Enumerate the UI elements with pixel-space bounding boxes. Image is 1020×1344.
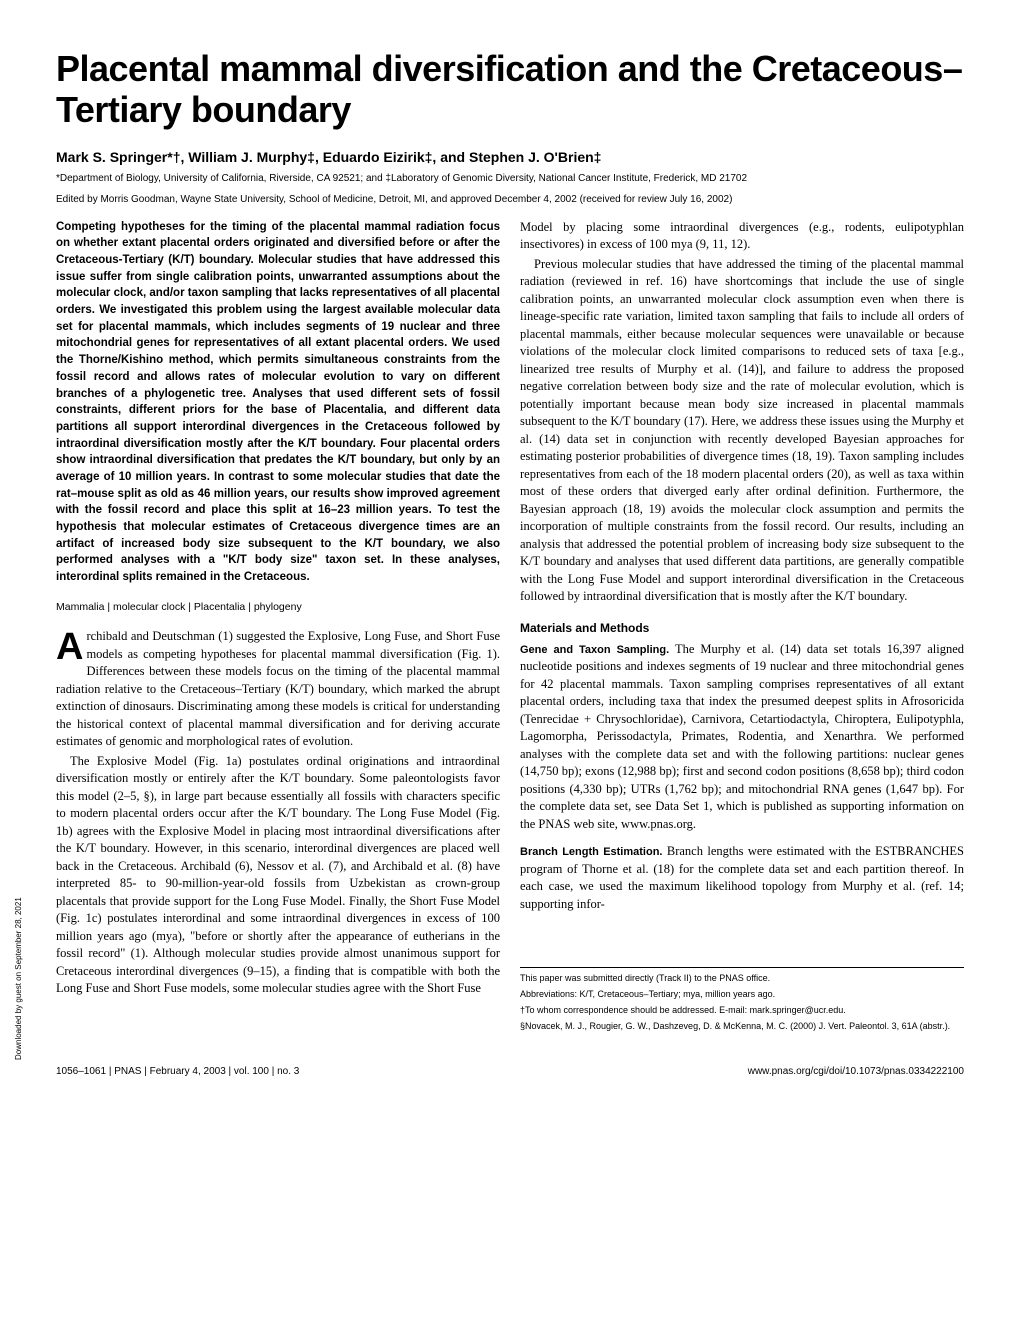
methods-sub1-heading: Gene and Taxon Sampling.	[520, 644, 669, 656]
methods-gene-taxon: Gene and Taxon Sampling. The Murphy et a…	[520, 641, 964, 834]
dropcap-letter: A	[56, 631, 83, 663]
col2-para-1: Model by placing some intraordinal diver…	[520, 219, 964, 254]
paper-title: Placental mammal diversification and the…	[56, 48, 964, 131]
intro-para-1-text: rchibald and Deutschman (1) suggested th…	[56, 629, 500, 748]
methods-sub1-text: The Murphy et al. (14) data set totals 1…	[520, 642, 964, 831]
footnote-4: §Novacek, M. J., Rougier, G. W., Dashzev…	[520, 1020, 964, 1033]
edited-by-line: Edited by Morris Goodman, Wayne State Un…	[56, 194, 964, 205]
methods-branch-length: Branch Length Estimation. Branch lengths…	[520, 843, 964, 913]
authors-line: Mark S. Springer*†, William J. Murphy‡, …	[56, 149, 964, 165]
footnote-2: Abbreviations: K/T, Cretaceous–Tertiary;…	[520, 988, 964, 1001]
intro-para-1: Archibald and Deutschman (1) suggested t…	[56, 628, 500, 751]
keywords: Mammalia | molecular clock | Placentalia…	[56, 600, 500, 615]
footnotes-block: This paper was submitted directly (Track…	[520, 967, 964, 1033]
download-notice: Downloaded by guest on September 28, 202…	[14, 897, 23, 1060]
footnote-1: This paper was submitted directly (Track…	[520, 972, 964, 985]
footer-right: www.pnas.org/cgi/doi/10.1073/pnas.033422…	[748, 1066, 964, 1077]
footer-left: 1056–1061 | PNAS | February 4, 2003 | vo…	[56, 1066, 299, 1077]
abstract: Competing hypotheses for the timing of t…	[56, 219, 500, 586]
footnote-3: †To whom correspondence should be addres…	[520, 1004, 964, 1017]
methods-heading: Materials and Methods	[520, 620, 964, 637]
col2-para-2: Previous molecular studies that have add…	[520, 256, 964, 606]
two-column-layout: Competing hypotheses for the timing of t…	[56, 219, 964, 1036]
right-column: Model by placing some intraordinal diver…	[520, 219, 964, 1036]
left-column: Competing hypotheses for the timing of t…	[56, 219, 500, 1036]
methods-sub2-heading: Branch Length Estimation.	[520, 846, 662, 858]
affiliations-line: *Department of Biology, University of Ca…	[56, 173, 964, 184]
intro-para-2: The Explosive Model (Fig. 1a) postulates…	[56, 753, 500, 998]
page-footer: 1056–1061 | PNAS | February 4, 2003 | vo…	[56, 1060, 964, 1077]
